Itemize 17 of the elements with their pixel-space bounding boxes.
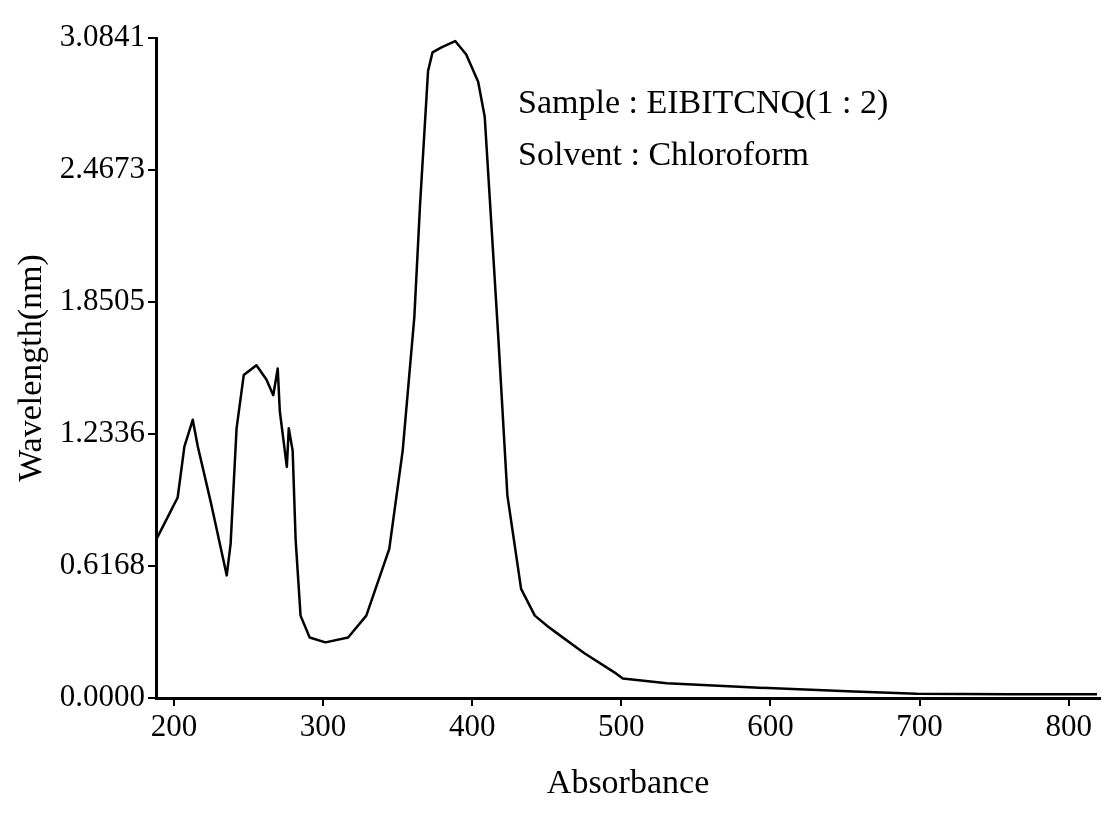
annotation: Solvent : Chloroform <box>518 135 809 172</box>
y-tick-label: 2.4673 <box>59 150 146 186</box>
annotation: Sample : EIBITCNQ(1 : 2) <box>518 83 889 121</box>
x-tick-label: 600 <box>747 707 794 743</box>
y-axis-title: Wavelength(nm) <box>11 254 50 482</box>
y-tick-label: 1.8505 <box>59 282 146 318</box>
y-tick-label: 0.0000 <box>59 678 146 714</box>
x-axis-title: Absorbance <box>546 762 710 800</box>
y-tick-label: 0.6168 <box>59 546 146 582</box>
x-tick-label: 300 <box>299 707 347 743</box>
x-tick-label: 500 <box>598 707 645 743</box>
y-tick-label: 3.0841 <box>59 18 146 54</box>
x-tick-label: 400 <box>448 707 496 743</box>
y-tick-label: 1.2336 <box>59 414 146 450</box>
x-tick-label: 700 <box>896 707 943 743</box>
x-tick-label: 800 <box>1045 707 1092 743</box>
x-tick-label: 200 <box>150 707 198 743</box>
